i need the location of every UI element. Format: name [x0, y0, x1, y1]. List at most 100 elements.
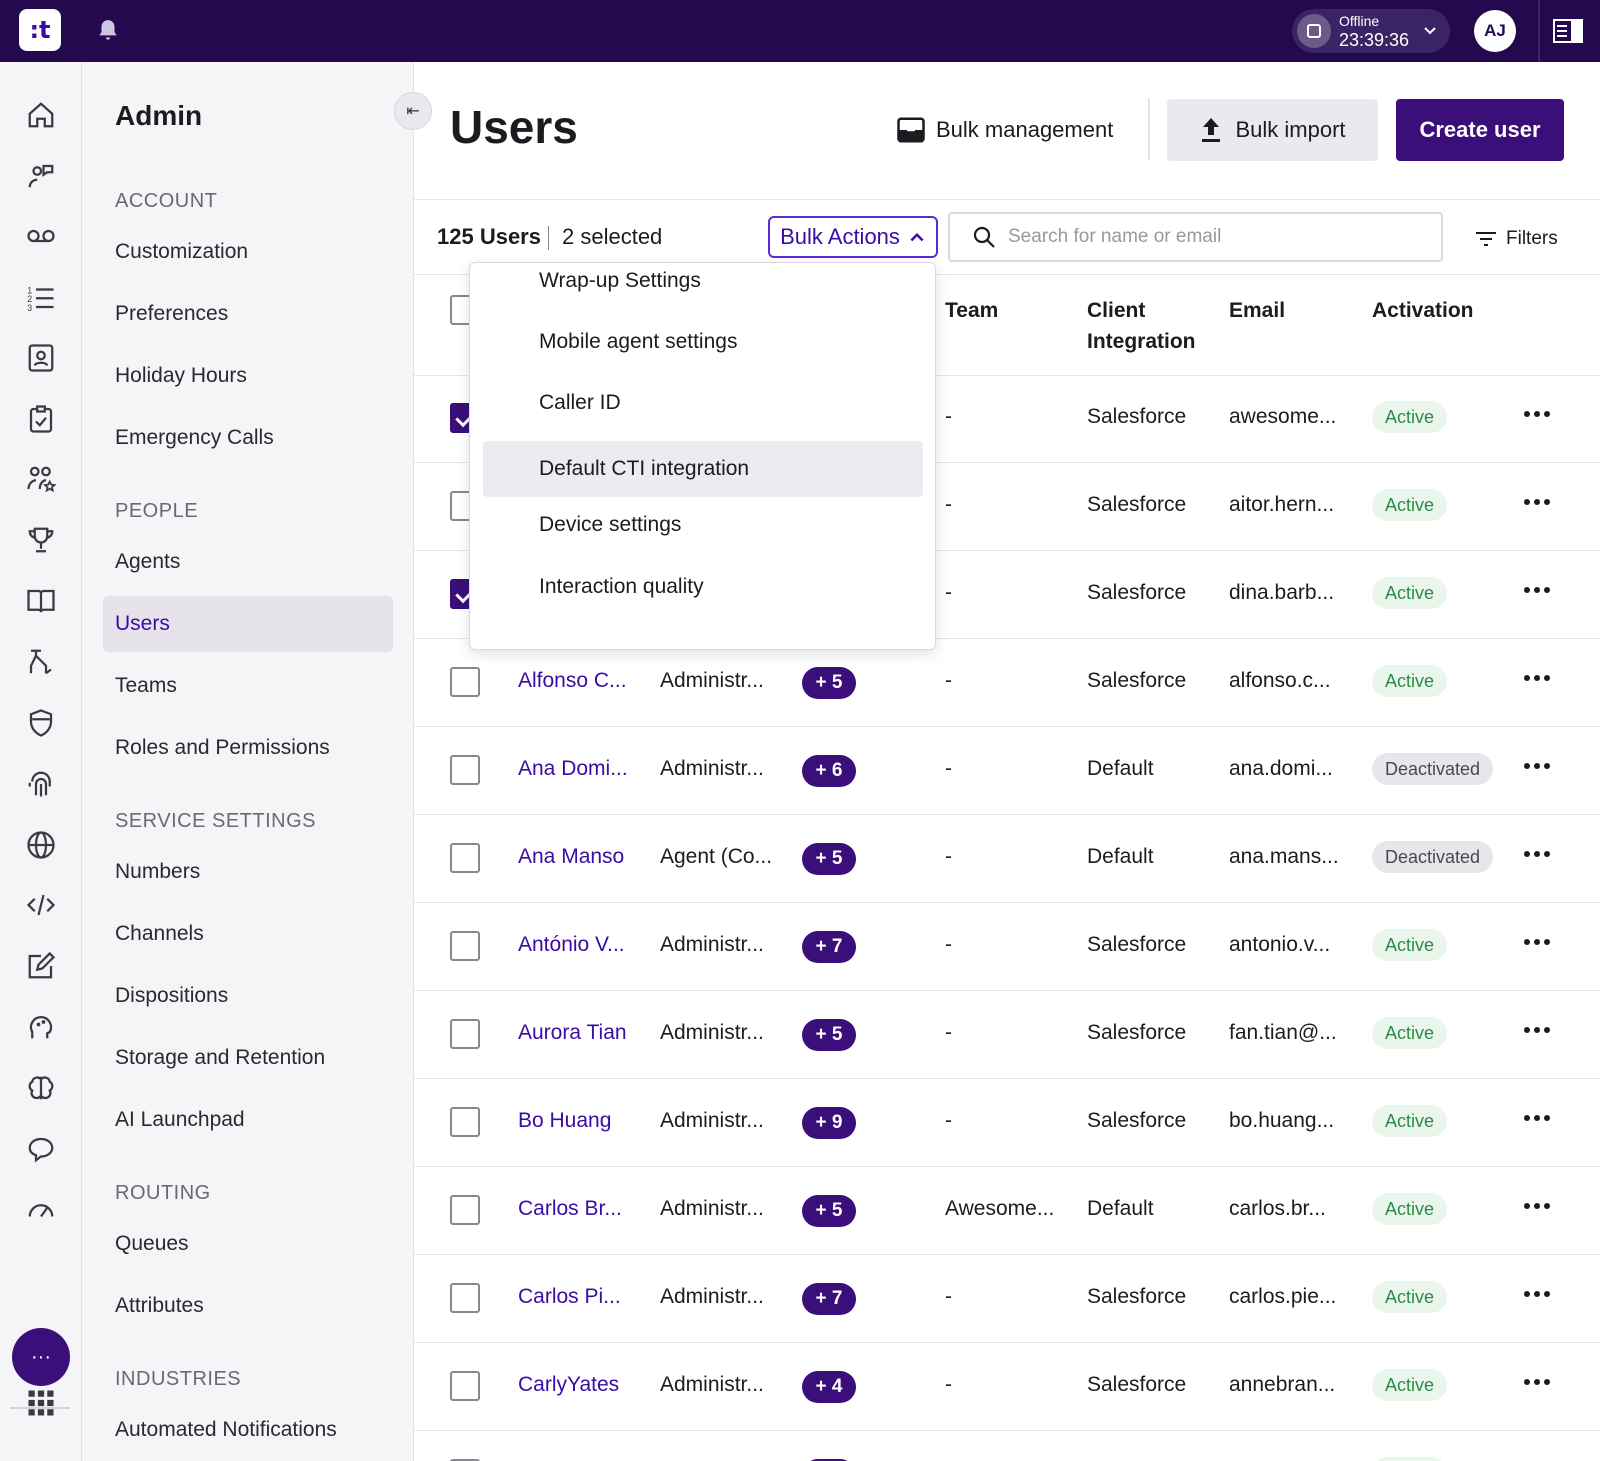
table-row[interactable]: - Salesforce dina.barb... Active — [414, 551, 1600, 639]
search-field[interactable] — [948, 212, 1443, 262]
user-name-link[interactable]: Bo Huang — [518, 1109, 612, 1132]
extra-roles-badge[interactable]: + 5 — [802, 1195, 856, 1227]
user-name-link[interactable]: Carlos Br... — [518, 1197, 622, 1220]
row-checkbox[interactable] — [450, 667, 480, 697]
column-header-activation[interactable]: Activation — [1372, 299, 1474, 322]
user-name-link[interactable]: Alfonso C... — [518, 669, 627, 692]
row-checkbox[interactable] — [450, 843, 480, 873]
extra-roles-badge[interactable]: + 9 — [802, 1107, 856, 1139]
sidebar-item-agents[interactable]: Agents — [115, 550, 181, 573]
clipboard-check-icon[interactable] — [24, 402, 58, 436]
user-name-link[interactable]: Ana Manso — [518, 845, 625, 868]
status-selector[interactable]: Offline 23:39:36 — [1292, 9, 1450, 53]
menu-item-caller-id[interactable]: Caller ID — [539, 391, 621, 414]
sidebar-item-teams[interactable]: Teams — [115, 674, 177, 697]
table-row[interactable]: António V... Administr... + 7 - Salesforce an… — [414, 903, 1600, 991]
user-name-link[interactable]: Aurora Tian — [518, 1021, 627, 1044]
user-name-link[interactable]: CarlyYates — [518, 1373, 620, 1396]
more-apps-button[interactable]: ··· — [12, 1328, 70, 1386]
sidebar-item-queues[interactable]: Queues — [115, 1232, 189, 1255]
table-row[interactable]: Caroline...Agent (Co...+ 4Salesforceana.… — [414, 1431, 1600, 1461]
book-icon[interactable] — [24, 584, 58, 618]
sidebar-item-dispositions[interactable]: Dispositions — [115, 984, 229, 1007]
table-row[interactable]: CarlyYates Administr... + 4 - Salesforce anne… — [414, 1343, 1600, 1431]
sidebar-item-customization[interactable]: Customization — [115, 240, 249, 263]
team-star-icon[interactable] — [24, 462, 58, 496]
extra-roles-badge[interactable]: + 5 — [802, 1019, 856, 1051]
create-user-button[interactable]: Create user — [1396, 99, 1564, 161]
voicemail-icon[interactable] — [24, 219, 58, 253]
row-more-icon[interactable] — [1524, 499, 1550, 505]
table-row[interactable]: Ana Domi... Administr... + 6 - Default ana.do… — [414, 727, 1600, 815]
sidebar-item-ai-launchpad[interactable]: AI Launchpad — [115, 1108, 245, 1131]
sidebar-item-users[interactable]: Users — [103, 596, 393, 652]
sidebar-item-storage-retention[interactable]: Storage and Retention — [115, 1046, 326, 1069]
row-more-icon[interactable] — [1524, 763, 1550, 769]
row-checkbox[interactable] — [450, 931, 480, 961]
user-name-link[interactable]: António V... — [518, 933, 625, 956]
column-header-email[interactable]: Email — [1229, 299, 1286, 322]
row-checkbox[interactable] — [450, 1459, 480, 1461]
sidebar-item-channels[interactable]: Channels — [115, 922, 204, 945]
sidebar-item-preferences[interactable]: Preferences — [115, 302, 229, 325]
home-icon[interactable] — [24, 98, 58, 132]
row-more-icon[interactable] — [1524, 1379, 1550, 1385]
extra-roles-badge[interactable]: + 5 — [802, 667, 856, 699]
row-more-icon[interactable] — [1524, 1027, 1550, 1033]
side-panel-icon[interactable] — [1553, 18, 1583, 44]
contacts-icon[interactable] — [24, 341, 58, 375]
ai-head-icon[interactable] — [24, 1010, 58, 1044]
sidebar-item-attributes[interactable]: Attributes — [115, 1294, 204, 1317]
extra-roles-badge[interactable]: + 7 — [802, 1283, 856, 1315]
sidebar-item-emergency-calls[interactable]: Emergency Calls — [115, 426, 274, 449]
globe-icon[interactable] — [24, 828, 58, 862]
bulk-management-button[interactable]: Bulk management — [896, 110, 1113, 150]
filters-button[interactable]: Filters — [1474, 228, 1558, 250]
menu-item-device-settings[interactable]: Device settings — [539, 513, 682, 536]
flow-icon[interactable] — [24, 645, 58, 679]
column-header-client-integration[interactable]: Client Integration — [1087, 295, 1196, 357]
row-checkbox[interactable] — [450, 1195, 480, 1225]
menu-item-default-cti-integration[interactable]: Default CTI integration — [483, 441, 923, 497]
edit-icon[interactable] — [24, 949, 58, 983]
row-checkbox[interactable] — [450, 1019, 480, 1049]
sidebar-item-roles-permissions[interactable]: Roles and Permissions — [115, 736, 330, 759]
menu-item-interaction-quality[interactable]: Interaction quality — [539, 575, 704, 598]
extra-roles-badge[interactable]: + 4 — [802, 1371, 856, 1403]
bulk-actions-button[interactable]: Bulk Actions — [768, 216, 938, 258]
collapse-sidebar-button[interactable]: ⇤ — [394, 92, 432, 130]
row-more-icon[interactable] — [1524, 587, 1550, 593]
table-row[interactable]: Carlos Pi... Administr... + 7 - Salesforce ca… — [414, 1255, 1600, 1343]
column-header-team[interactable]: Team — [945, 299, 999, 322]
menu-item-mobile-agent-settings[interactable]: Mobile agent settings — [539, 330, 738, 353]
brain-icon[interactable] — [24, 1071, 58, 1105]
extra-roles-badge[interactable]: + 4 — [802, 1459, 856, 1461]
table-row[interactable]: - Salesforce awesome... Active — [414, 375, 1600, 463]
bulk-import-button[interactable]: Bulk import — [1167, 99, 1378, 161]
fingerprint-icon[interactable] — [24, 767, 58, 801]
row-more-icon[interactable] — [1524, 1291, 1550, 1297]
code-icon[interactable] — [24, 888, 58, 922]
shield-icon[interactable] — [24, 706, 58, 740]
table-row[interactable]: Alfonso C... Administr... + 5 - Salesforce al… — [414, 639, 1600, 727]
user-name-link[interactable]: Ana Domi... — [518, 757, 628, 780]
table-row[interactable]: Carlos Br... Administr... + 5 Awesome... Def… — [414, 1167, 1600, 1255]
chat-bubble-icon[interactable] — [24, 1132, 58, 1166]
extra-roles-badge[interactable]: + 6 — [802, 755, 856, 787]
extra-roles-badge[interactable]: + 5 — [802, 843, 856, 875]
sidebar-item-automated-notifications[interactable]: Automated Notifications — [115, 1418, 337, 1441]
row-checkbox[interactable] — [450, 1283, 480, 1313]
row-more-icon[interactable] — [1524, 411, 1550, 417]
sidebar-item-numbers[interactable]: Numbers — [115, 860, 201, 883]
trophy-icon[interactable] — [24, 523, 58, 557]
menu-item-wrap-up-settings[interactable]: Wrap-up Settings — [539, 269, 701, 292]
table-row[interactable]: Ana Manso Agent (Co... + 5 - Default ana.mans… — [414, 815, 1600, 903]
row-more-icon[interactable] — [1524, 1115, 1550, 1121]
row-more-icon[interactable] — [1524, 1203, 1550, 1209]
user-name-link[interactable]: Carlos Pi... — [518, 1285, 621, 1308]
table-row[interactable]: - Salesforce aitor.hern... Active — [414, 463, 1600, 551]
chat-bot-icon[interactable] — [24, 159, 58, 193]
avatar[interactable]: AJ — [1474, 10, 1516, 52]
row-checkbox[interactable] — [450, 1371, 480, 1401]
